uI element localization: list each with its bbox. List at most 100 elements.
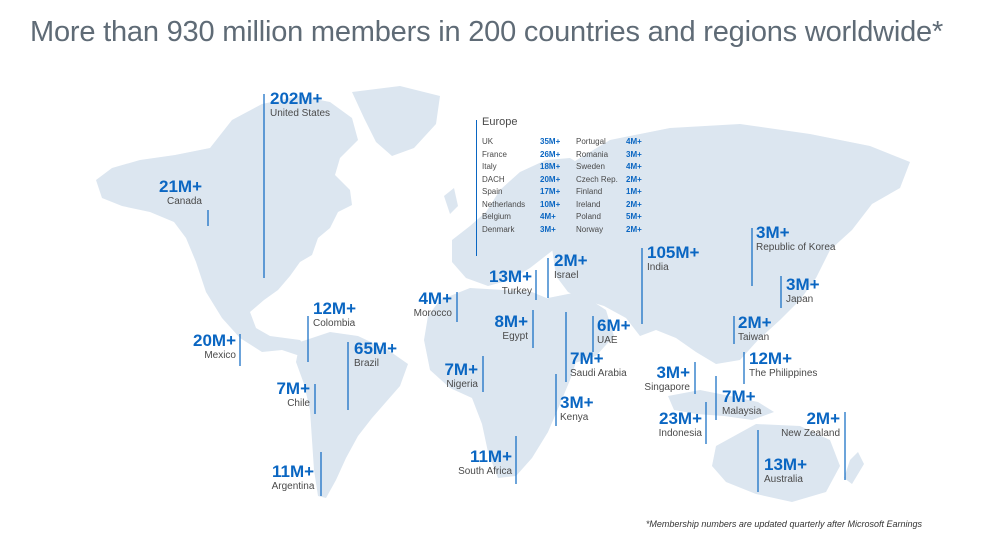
- label-japan: 3M+ Japan: [786, 276, 820, 306]
- europe-country-value: 20M+: [540, 174, 561, 184]
- label-malaysia: 7M+ Malaysia: [722, 388, 761, 418]
- label-colombia: 12M+ Colombia: [313, 300, 356, 330]
- label-singapore: 3M+ Singapore: [630, 364, 690, 394]
- name-israel: Israel: [554, 270, 579, 281]
- name-singapore: Singapore: [644, 382, 690, 393]
- name-uae: UAE: [597, 335, 618, 346]
- label-indonesia: 23M+ Indonesia: [630, 410, 702, 440]
- europe-country-name: Poland: [576, 212, 601, 221]
- count-saudi-arabia: 7M+: [570, 349, 604, 368]
- count-malaysia: 7M+: [722, 387, 756, 406]
- label-morocco: 4M+ Morocco: [396, 290, 452, 320]
- europe-country-name: Portugal: [576, 137, 606, 146]
- europe-country-value: 2M+: [626, 174, 642, 184]
- count-nigeria: 7M+: [444, 360, 478, 379]
- count-kenya: 3M+: [560, 393, 594, 412]
- landmass-greenland: [352, 86, 440, 156]
- count-argentina: 11M+: [271, 462, 315, 481]
- label-brazil: 65M+ Brazil: [354, 340, 397, 370]
- europe-country-value: 2M+: [626, 199, 642, 209]
- count-turkey: 13M+: [489, 267, 532, 286]
- count-indonesia: 23M+: [659, 409, 702, 428]
- count-united-states: 202M+: [270, 89, 323, 108]
- count-new-zealand: 2M+: [806, 409, 840, 428]
- name-korea: Republic of Korea: [756, 242, 836, 253]
- count-chile: 7M+: [276, 379, 310, 398]
- europe-country-value: 10M+: [540, 199, 561, 209]
- label-argentina: 11M+ Argentina: [262, 463, 324, 493]
- name-south-africa: South Africa: [458, 466, 512, 477]
- count-taiwan: 2M+: [738, 313, 772, 332]
- count-japan: 3M+: [786, 275, 820, 294]
- landmass-arabia: [548, 292, 614, 364]
- europe-country-name: Ireland: [576, 199, 601, 209]
- count-egypt: 8M+: [494, 312, 528, 331]
- label-south-africa: 11M+ South Africa: [440, 448, 512, 478]
- label-turkey: 13M+ Turkey: [470, 268, 532, 298]
- europe-country-name: Romania: [576, 149, 609, 159]
- europe-breakdown: Europe UK 35M+ France 26M+ Italy 18M+ DACH 2…: [476, 116, 642, 256]
- name-argentina: Argentina: [271, 481, 315, 492]
- count-philippines: 12M+: [749, 349, 792, 368]
- count-singapore: 3M+: [656, 363, 690, 382]
- pointer-lines: [207, 94, 846, 496]
- name-philippines: The Philippines: [749, 368, 818, 379]
- count-canada: 21M+: [159, 177, 202, 196]
- name-kenya: Kenya: [560, 412, 589, 423]
- europe-country-name: Norway: [576, 224, 604, 234]
- europe-country-name: Netherlands: [482, 199, 526, 209]
- name-egypt: Egypt: [502, 331, 528, 342]
- europe-country-value: 35M+: [540, 137, 561, 146]
- name-taiwan: Taiwan: [738, 332, 770, 343]
- count-india: 105M+: [647, 243, 700, 262]
- name-australia: Australia: [764, 474, 803, 485]
- count-mexico: 20M+: [193, 331, 236, 350]
- europe-country-value: 4M+: [626, 137, 642, 146]
- europe-country-value: 26M+: [540, 149, 561, 159]
- label-philippines: 12M+ The Philippines: [749, 350, 817, 380]
- europe-country-value: 1M+: [626, 187, 642, 196]
- europe-country-value: 2M+: [626, 224, 642, 234]
- europe-country-value: 5M+: [626, 212, 642, 221]
- europe-pointer: [476, 120, 478, 256]
- label-new-zealand: 2M+ New Zealand: [760, 410, 840, 440]
- label-kenya: 3M+ Kenya: [560, 394, 594, 424]
- label-saudi-arabia: 7M+ Saudi Arabia: [570, 350, 627, 380]
- count-colombia: 12M+: [313, 299, 356, 318]
- count-australia: 13M+: [764, 455, 807, 474]
- europe-country-name: Belgium: [482, 212, 511, 221]
- name-chile: Chile: [287, 398, 310, 409]
- europe-country-value: 3M+: [626, 149, 642, 159]
- label-united-states: 202M+ United States: [270, 90, 330, 120]
- name-morocco: Morocco: [413, 308, 452, 319]
- europe-country-name: UK: [482, 137, 494, 146]
- label-korea: 3M+ Republic of Korea: [756, 224, 836, 254]
- europe-country-value: 18M+: [540, 162, 561, 171]
- count-israel: 2M+: [554, 251, 588, 270]
- europe-country-value: 4M+: [626, 162, 642, 171]
- name-malaysia: Malaysia: [722, 406, 762, 417]
- name-canada: Canada: [166, 196, 202, 207]
- europe-country-name: Czech Rep.: [576, 174, 618, 184]
- label-nigeria: 7M+ Nigeria: [420, 361, 478, 391]
- landmass-north-america: [96, 96, 358, 356]
- name-saudi-arabia: Saudi Arabia: [570, 368, 627, 379]
- landmass-new-zealand: [844, 452, 864, 484]
- landmass-uk: [444, 188, 458, 214]
- europe-country-name: France: [482, 149, 507, 159]
- europe-country-name: Finland: [576, 187, 603, 196]
- count-morocco: 4M+: [418, 289, 452, 308]
- landmass-africa: [424, 288, 580, 478]
- europe-country-name: Denmark: [482, 224, 515, 234]
- landmass-indonesia: [668, 390, 774, 420]
- europe-country-name: Spain: [482, 187, 503, 196]
- europe-country-value: 4M+: [540, 212, 556, 221]
- name-new-zealand: New Zealand: [781, 428, 840, 439]
- name-brazil: Brazil: [354, 358, 380, 369]
- europe-title: Europe: [482, 116, 518, 128]
- europe-country-name: Sweden: [576, 162, 605, 171]
- count-south-africa: 11M+: [469, 447, 512, 466]
- europe-country-value: 3M+: [540, 224, 556, 234]
- label-israel: 2M+ Israel: [554, 252, 588, 282]
